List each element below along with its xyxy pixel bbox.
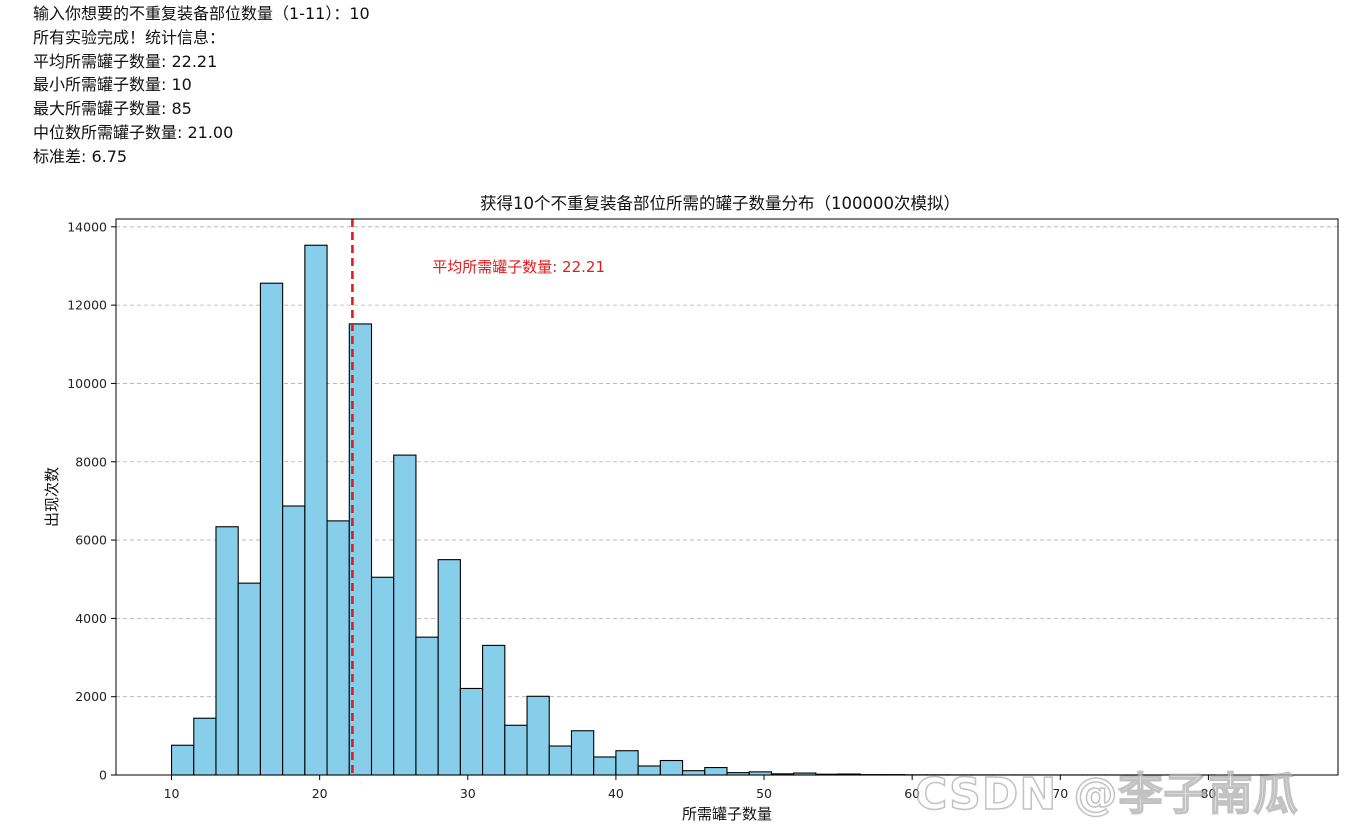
histogram-bar	[526, 695, 550, 776]
histogram-bar	[570, 730, 595, 776]
histogram-bar	[548, 745, 573, 776]
y-tick-label: 6000	[75, 533, 107, 548]
y-tick-label: 4000	[75, 611, 107, 626]
histogram-bar	[393, 454, 417, 776]
y-axis-label: 出现次数	[43, 467, 61, 527]
chart-title: 获得10个不重复装备部位所需的罐子数量分布（100000次模拟）	[480, 194, 960, 213]
x-tick-label: 50	[756, 786, 772, 801]
histogram-bar	[704, 767, 728, 776]
x-tick-label: 20	[312, 786, 328, 801]
x-tick-label: 60	[904, 786, 920, 801]
y-tick-label: 12000	[67, 298, 107, 313]
x-axis-label: 所需罐子数量	[682, 805, 772, 823]
y-tick-label: 14000	[67, 219, 107, 234]
console-line-complete: 所有实验完成！统计信息：	[33, 27, 226, 47]
histogram-bar	[504, 724, 528, 776]
histogram-bar	[615, 750, 639, 776]
histogram-bar	[682, 770, 706, 776]
histogram-bar	[415, 636, 439, 776]
histogram-bar	[482, 644, 506, 776]
console-line-median: 中位数所需罐子数量: 21.00	[33, 122, 234, 142]
y-tick-label: 8000	[75, 454, 107, 469]
x-tick-label: 70	[1052, 786, 1068, 801]
console-line-input-prompt: 输入你想要的不重复装备部位数量（1-11）：10	[33, 4, 370, 23]
histogram-bar	[215, 526, 239, 776]
x-tick-label: 80	[1200, 786, 1216, 801]
histogram-bar	[593, 756, 617, 776]
histogram-bar	[437, 559, 461, 776]
y-tick-label: 2000	[75, 689, 107, 704]
y-tick-label: 10000	[67, 376, 107, 391]
console-line-min: 最小所需罐子数量: 10	[33, 75, 192, 95]
histogram-bar	[170, 744, 195, 776]
histogram-bar	[370, 576, 395, 776]
mean-line-group: 平均所需罐子数量: 22.21	[351, 219, 605, 775]
plot-frame	[115, 218, 1339, 776]
histogram-bar	[326, 520, 350, 776]
histogram-bar	[259, 282, 284, 776]
histogram-bar	[459, 687, 484, 776]
x-tick-label: 30	[460, 786, 476, 801]
histogram-bar	[282, 505, 306, 776]
console-line-max: 最大所需罐子数量: 85	[33, 99, 192, 119]
watermark: CSDN @李子南瓜	[914, 768, 1299, 821]
x-tick-label: 10	[164, 786, 180, 801]
histogram-bar	[304, 244, 328, 776]
console-line-std: 标准差: 6.75	[33, 146, 128, 166]
histogram-bars	[170, 244, 1284, 776]
console-line-mean: 平均所需罐子数量: 22.21	[33, 51, 218, 71]
x-axis-ticks: 10 20 30 40 50 60 70 80	[164, 775, 1216, 801]
histogram-bar	[237, 582, 261, 776]
y-tick-label: 0	[99, 768, 107, 783]
histogram-bar	[637, 765, 661, 776]
histogram-bar	[193, 717, 217, 776]
histogram-bar	[659, 759, 684, 776]
mean-line-label: 平均所需罐子数量: 22.21	[432, 258, 605, 276]
console-output: 输入你想要的不重复装备部位数量（1-11）：10 所有实验完成！统计信息： 平均…	[33, 2, 370, 169]
y-axis-ticks: 0 2000 4000 6000 8000 10000 12000 14000	[67, 219, 116, 783]
x-tick-label: 40	[608, 786, 624, 801]
